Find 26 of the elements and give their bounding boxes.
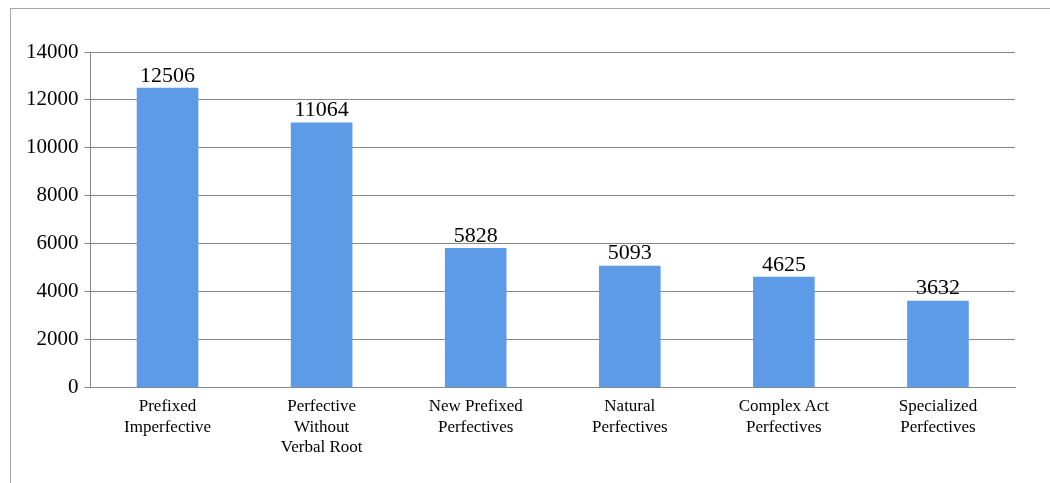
x-tick-label: Complex Act Perfectives bbox=[738, 396, 830, 436]
bar bbox=[290, 122, 353, 388]
x-tick-label: Perfective Without Verbal Root bbox=[280, 396, 363, 457]
bar bbox=[907, 300, 969, 388]
y-tick-label: 4000 bbox=[36, 278, 79, 303]
bar bbox=[444, 248, 507, 388]
data-label: 12506 bbox=[140, 61, 196, 87]
data-label: 11064 bbox=[294, 96, 349, 122]
data-label: 4625 bbox=[761, 250, 806, 276]
x-tick-label: Specialized Perfectives bbox=[898, 396, 978, 436]
y-tick-label: 14000 bbox=[26, 38, 79, 63]
x-tick-label: New Prefixed Perfectives bbox=[428, 396, 524, 436]
y-tick-label: 12000 bbox=[26, 86, 79, 111]
bar bbox=[598, 265, 661, 388]
y-tick-label: 0 bbox=[68, 374, 79, 399]
data-label: 5093 bbox=[607, 239, 652, 265]
y-tick-label: 6000 bbox=[36, 230, 79, 255]
data-label: 5828 bbox=[453, 221, 498, 247]
y-tick-label: 10000 bbox=[26, 134, 79, 159]
y-tick-label: 2000 bbox=[36, 326, 79, 351]
x-tick-label: Prefixed Imperfective bbox=[124, 396, 211, 436]
bar bbox=[753, 276, 815, 388]
data-label: 3632 bbox=[915, 274, 960, 300]
y-tick-label: 8000 bbox=[36, 182, 79, 207]
x-tick-label: Natural Perfectives bbox=[592, 396, 668, 436]
bar bbox=[136, 87, 199, 388]
